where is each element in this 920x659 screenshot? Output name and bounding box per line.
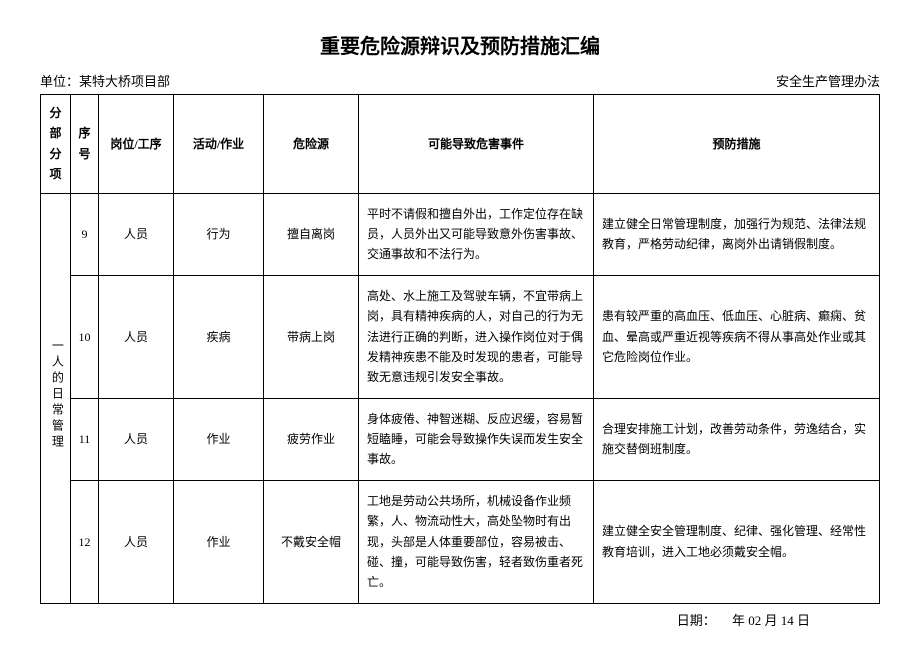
table-row: 10 人员 疾病 带病上岗 高处、水上施工及驾驶车辆，不宜带病上岗，具有精神疾病… xyxy=(41,275,880,398)
col-seq: 序号 xyxy=(71,95,99,194)
hazard-cell: 擅自离岗 xyxy=(264,193,359,275)
event-cell: 工地是劳动公共场所，机械设备作业频繁，人、物流动性大，高处坠物时有出现，头部是人… xyxy=(359,480,594,603)
section-cell: 一人的日常管理 xyxy=(41,193,71,603)
post-cell: 人员 xyxy=(99,398,174,480)
date-label: 日期： xyxy=(677,613,716,628)
hazard-cell: 疲劳作业 xyxy=(264,398,359,480)
col-hazard: 危险源 xyxy=(264,95,359,194)
col-post: 岗位/工序 xyxy=(99,95,174,194)
post-cell: 人员 xyxy=(99,275,174,398)
hazard-table: 分部分项 序号 岗位/工序 活动/作业 危险源 可能导致危害事件 预防措施 一人… xyxy=(40,94,880,604)
event-cell: 身体疲倦、神智迷糊、反应迟缓，容易暂短瞌睡，可能会导致操作失误而发生安全事故。 xyxy=(359,398,594,480)
measure-cell: 建立健全日常管理制度，加强行为规范、法律法规教育，严格劳动纪律，离岗外出请销假制… xyxy=(594,193,880,275)
activity-cell: 行为 xyxy=(174,193,264,275)
unit-name: 某特大桥项目部 xyxy=(79,74,170,89)
unit-info: 单位：某特大桥项目部 xyxy=(40,71,170,90)
measure-cell: 建立健全安全管理制度、纪律、强化管理、经常性教育培训，进入工地必须戴安全帽。 xyxy=(594,480,880,603)
unit-label: 单位： xyxy=(40,74,79,89)
measure-cell: 合理安排施工计划，改善劳动条件，劳逸结合，实施交替倒班制度。 xyxy=(594,398,880,480)
event-cell: 平时不请假和擅自外出，工作定位存在缺员，人员外出又可能导致意外伤害事故、交通事故… xyxy=(359,193,594,275)
event-cell: 高处、水上施工及驾驶车辆，不宜带病上岗，具有精神疾病的人，对自己的行为无法进行正… xyxy=(359,275,594,398)
col-section: 分部分项 xyxy=(41,95,71,194)
activity-cell: 疾病 xyxy=(174,275,264,398)
section-label: 一人的日常管理 xyxy=(47,339,67,451)
col-activity: 活动/作业 xyxy=(174,95,264,194)
post-cell: 人员 xyxy=(99,193,174,275)
footer-row: 日期： 年 02 月 14 日 xyxy=(40,610,880,629)
hazard-cell: 带病上岗 xyxy=(264,275,359,398)
seq-cell: 11 xyxy=(71,398,99,480)
header-row: 单位：某特大桥项目部 安全生产管理办法 xyxy=(40,71,880,90)
seq-cell: 10 xyxy=(71,275,99,398)
activity-cell: 作业 xyxy=(174,398,264,480)
date-value: 年 02 月 14 日 xyxy=(719,613,810,628)
table-row: 11 人员 作业 疲劳作业 身体疲倦、神智迷糊、反应迟缓，容易暂短瞌睡，可能会导… xyxy=(41,398,880,480)
page-title: 重要危险源辩识及预防措施汇编 xyxy=(40,30,880,59)
seq-cell: 12 xyxy=(71,480,99,603)
table-header-row: 分部分项 序号 岗位/工序 活动/作业 危险源 可能导致危害事件 预防措施 xyxy=(41,95,880,194)
table-row: 一人的日常管理 9 人员 行为 擅自离岗 平时不请假和擅自外出，工作定位存在缺员… xyxy=(41,193,880,275)
measure-cell: 患有较严重的高血压、低血压、心脏病、癫痫、贫血、晕高或严重近视等疾病不得从事高处… xyxy=(594,275,880,398)
hazard-cell: 不戴安全帽 xyxy=(264,480,359,603)
seq-cell: 9 xyxy=(71,193,99,275)
activity-cell: 作业 xyxy=(174,480,264,603)
col-measure: 预防措施 xyxy=(594,95,880,194)
col-event: 可能导致危害事件 xyxy=(359,95,594,194)
table-row: 12 人员 作业 不戴安全帽 工地是劳动公共场所，机械设备作业频繁，人、物流动性… xyxy=(41,480,880,603)
post-cell: 人员 xyxy=(99,480,174,603)
doc-type: 安全生产管理办法 xyxy=(776,71,880,90)
